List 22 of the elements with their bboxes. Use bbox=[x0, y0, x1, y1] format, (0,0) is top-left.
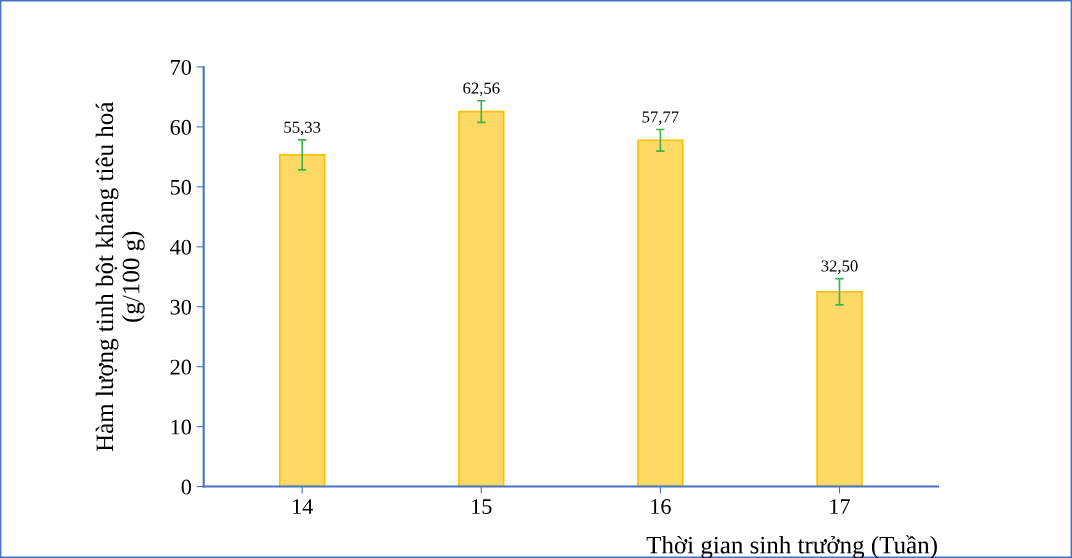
bar bbox=[637, 139, 684, 487]
x-axis-title: Thời gian sinh trưởng (Tuần) bbox=[646, 535, 937, 558]
data-label: 62,56 bbox=[463, 82, 500, 97]
x-tick-label: 15 bbox=[472, 499, 492, 515]
y-tick-label: 20 bbox=[170, 359, 192, 375]
y-tick-label: 50 bbox=[170, 179, 192, 195]
y-tick-label: 70 bbox=[171, 59, 192, 75]
y-tick-label: 0 bbox=[181, 479, 192, 495]
y-axis-title: Hàm lượng tinh bột kháng tiêu hoá (g/100 g) bbox=[95, 101, 145, 452]
x-tick-label: 16 bbox=[651, 499, 671, 515]
y-tick-label: 40 bbox=[170, 239, 192, 255]
data-label: 55,33 bbox=[284, 121, 321, 136]
y-tick-label: 10 bbox=[171, 419, 192, 435]
y-tick-label: 30 bbox=[170, 299, 192, 315]
x-tick-label: 17 bbox=[830, 499, 850, 514]
bar bbox=[816, 290, 863, 487]
data-label: 57,77 bbox=[642, 111, 679, 125]
x-tick-label: 14 bbox=[293, 499, 313, 514]
bar bbox=[458, 110, 505, 487]
data-label: 32,50 bbox=[821, 260, 858, 274]
bar bbox=[278, 154, 326, 487]
y-tick-label: 60 bbox=[170, 119, 192, 135]
